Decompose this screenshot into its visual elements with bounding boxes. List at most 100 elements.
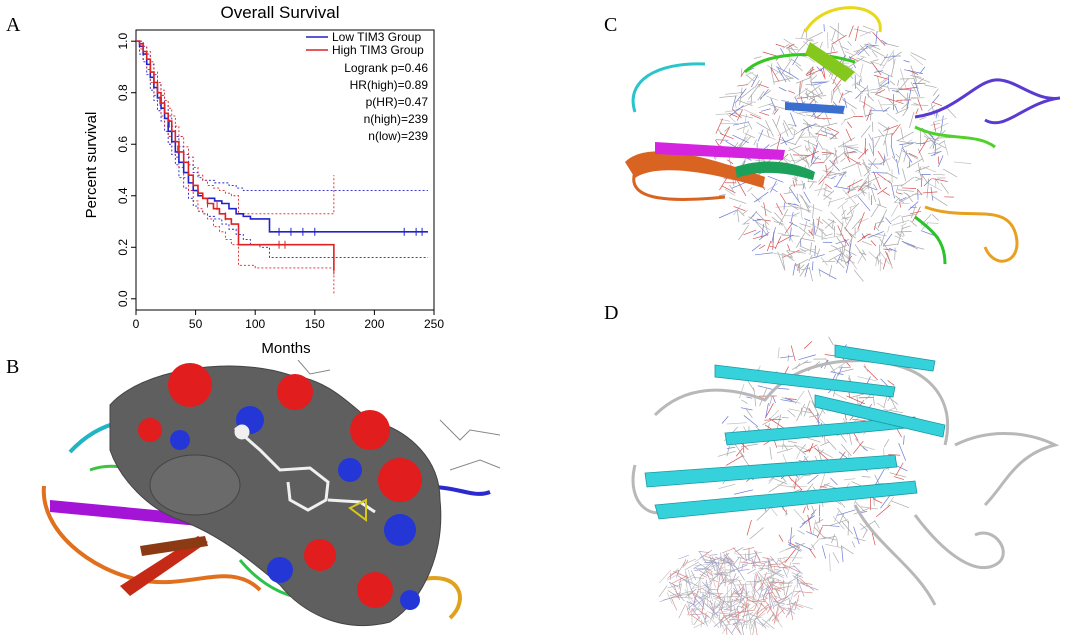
wireframe-bond [910,65,918,82]
wireframe-bond [764,577,773,586]
wireframe-bond [852,184,872,189]
wireframe-bond [722,621,731,635]
wireframe-bond [743,215,755,224]
wireframe-bond [745,74,755,82]
ci-upper-line [136,40,429,192]
wireframe-bond [854,244,867,261]
wireframe-bond [803,361,812,364]
stat-hr: HR(high)=0.89 [350,78,429,92]
wireframe-bond [788,600,797,615]
wireframe-bond [721,415,729,424]
wireframe-bond [786,602,797,605]
wireframe-bond [882,190,891,196]
wireframe-bond [776,448,793,454]
wireframe-bond [788,72,799,80]
wireframe-bond [723,553,730,557]
wireframe-bond [718,483,736,489]
wireframe-bond [756,507,771,521]
wireframe-bond [830,477,838,486]
wireframe-bond [719,118,730,122]
wireframe-bond [891,55,901,57]
wireframe-bond [876,87,883,93]
wireframe-bond [755,79,760,88]
wireframe-bond [754,549,761,562]
wireframe-bond [720,556,738,569]
wireframe-bond [770,67,780,82]
wireframe-bond [885,172,898,179]
wireframe-bond [872,137,875,157]
ribbon-orange-right [419,576,462,620]
wireframe-bond [772,231,775,250]
wireframe-bond [733,605,739,624]
wireframe-bond [768,596,778,599]
surface-patch-red [350,410,390,450]
wireframe-bond [736,606,740,621]
wireframe-bond [902,213,917,217]
wireframe-bond [888,99,896,107]
wireframe-bond [693,596,708,608]
wireframe-bond [836,252,842,264]
wireframe-bond [781,100,790,103]
wireframe-bond [686,605,690,616]
wireframe-bond [901,230,905,237]
wireframe-bond [808,254,813,262]
wireframe-bond [721,570,736,576]
wireframe-bond [806,122,811,137]
wireframe-bond [720,608,730,624]
wireframe-bond [724,126,730,132]
wireframe-bond [732,622,742,625]
wireframe-bond [938,155,944,167]
wireframe-bond [760,603,778,610]
wireframe-bond [789,153,796,165]
wireframe-bond [792,110,806,117]
wireframe-bond [718,564,729,577]
wireframe-bond [719,612,739,616]
wireframe-bond [787,48,794,55]
wireframe-bond [901,101,910,110]
wireframe-bond [776,387,790,390]
wireframe-bond [732,581,741,598]
wireframe-bond [893,202,910,205]
wireframe-bond [855,438,866,450]
wireframe-bond [914,176,922,180]
wireframe-bond [783,192,792,195]
wireframe-bond [802,506,806,514]
wireframe-bond [876,402,886,409]
wireframe-bond [778,582,793,585]
wireframe-bond [840,157,846,163]
wireframe-bond [829,362,846,373]
wireframe-bond [780,355,794,359]
wireframe-bond [775,614,779,623]
wireframe-bond [759,90,772,99]
wireframe-bond [733,588,745,604]
wireframe-bond [854,500,866,513]
wireframe-bond [829,553,831,572]
wireframe-bond [856,57,872,65]
ribbon-cyan-coil [631,62,706,113]
wireframe-bond [927,104,936,112]
wireframe-bond [750,113,761,119]
wireframe-bond [828,167,834,178]
wireframe-bond [811,80,831,83]
wireframe-bond [724,188,735,196]
wireframe-bond [772,614,783,628]
wireframe-bond [775,595,785,601]
wireframe-bond [880,232,886,247]
wireframe-bond [844,97,847,108]
wireframe-bond [746,596,754,598]
wireframe-bond [850,108,856,115]
wireframe-bond [841,205,847,224]
wireframe-bond [913,102,920,106]
wireframe-bond [794,263,800,272]
wireframe-bond [910,204,917,219]
wireframe-bond [860,125,871,138]
survival-chart: Overall Survival Percent survival Months… [83,3,444,357]
wireframe-bond [807,129,817,140]
wireframe-bond [903,242,919,250]
wireframe-bond [794,444,808,451]
wireframe-bond [845,153,851,163]
wireframe-bond [779,557,782,564]
wireframe-bond [787,440,798,444]
wireframe-bond [796,403,805,422]
wireframe-bond [931,214,939,221]
